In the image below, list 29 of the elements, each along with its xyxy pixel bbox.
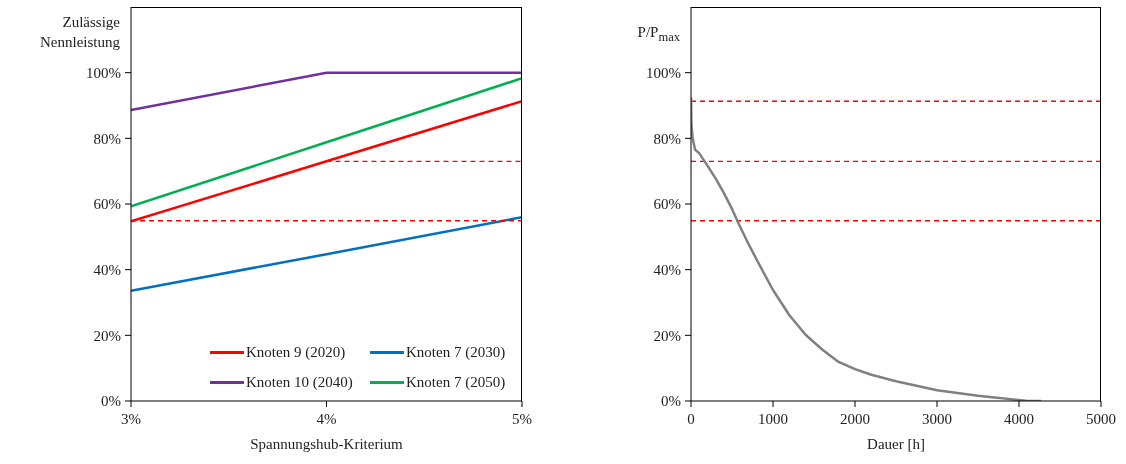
y-tick-label: 40% (653, 261, 681, 278)
legend-label: Knoten 7 (2050) (406, 373, 506, 392)
x-tick-label: 3% (121, 410, 141, 427)
y-axis-title: Zulässige Nennleistung (39, 13, 120, 52)
x-axis-title: Dauer [h] (866, 436, 926, 453)
legend-label: Knoten 10 (2040) (246, 373, 353, 392)
y-tick-label: 0% (661, 393, 681, 410)
y-tick-label: 100% (646, 64, 681, 81)
x-tick-label: 5000 (1086, 410, 1116, 427)
x-tick-label: 0 (687, 410, 695, 427)
y-tick-label: 20% (653, 327, 681, 344)
y-tick-label: 20% (93, 327, 121, 344)
y-tick-label: 60% (93, 196, 121, 213)
y-tick-label: 80% (93, 130, 121, 147)
x-tick-label: 4000 (1004, 410, 1034, 427)
y-tick-label: 80% (653, 130, 681, 147)
x-axis-title: Spannungshub-Kriterium (249, 436, 404, 453)
x-tick-label: 4% (316, 410, 337, 427)
x-tick-label: 1000 (758, 410, 788, 427)
legend-label: Knoten 9 (2020) (246, 343, 346, 362)
y-tick-label: 40% (93, 261, 121, 278)
y-axis-title: P/P$_{max}$ (636, 23, 680, 46)
y-tick-label: 60% (653, 196, 681, 213)
x-tick-label: 2000 (840, 410, 870, 427)
y-tick-label: 100% (86, 64, 121, 81)
legend-label: Knoten 7 (2030) (406, 343, 506, 362)
x-tick-label: 5% (512, 410, 532, 427)
y-tick-label: 0% (101, 393, 121, 410)
x-tick-label: 3000 (922, 410, 952, 427)
